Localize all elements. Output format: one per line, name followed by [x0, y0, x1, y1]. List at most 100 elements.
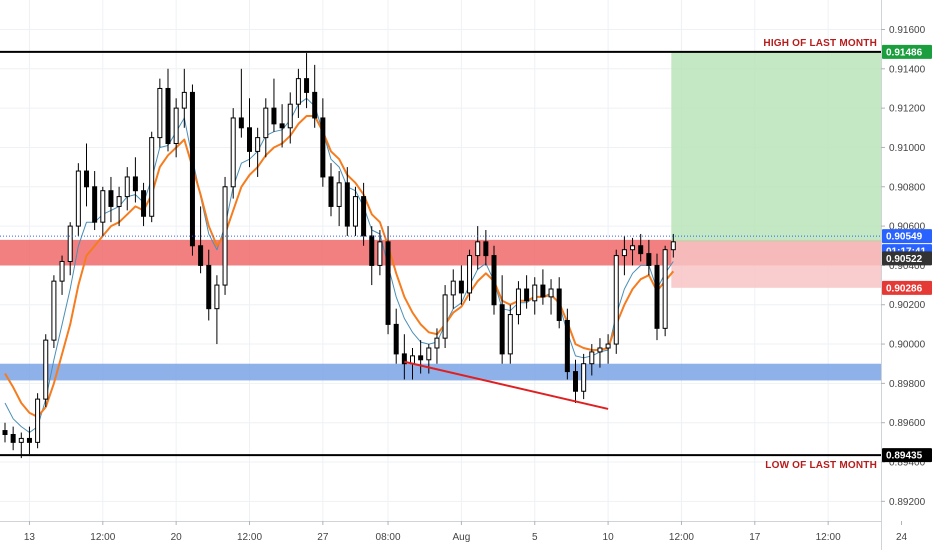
- candle: [206, 249, 212, 321]
- candle-body: [638, 245, 644, 255]
- candle-body: [361, 196, 367, 237]
- candle-body: [613, 255, 619, 345]
- candle: [214, 275, 220, 345]
- candle: [483, 230, 489, 266]
- candle: [189, 84, 195, 256]
- candle-body: [467, 255, 473, 294]
- candle: [141, 182, 147, 227]
- y-tick-label: 0.89400: [889, 458, 926, 469]
- candle: [304, 53, 310, 109]
- last-price-badge-bg: [882, 229, 932, 244]
- candle: [621, 235, 627, 276]
- candles: [2, 53, 676, 459]
- candle: [540, 269, 546, 305]
- candle-body: [165, 87, 171, 145]
- candle: [662, 245, 668, 337]
- candle: [532, 277, 538, 315]
- candle: [149, 131, 155, 223]
- price-zones: [0, 51, 881, 381]
- candle: [100, 186, 106, 236]
- candle: [67, 222, 73, 276]
- stop-price-badge-bg: [882, 280, 932, 295]
- candle-body: [605, 343, 611, 349]
- candle-body: [556, 288, 562, 321]
- candle: [670, 233, 676, 258]
- candle: [507, 304, 513, 364]
- candle: [51, 275, 57, 348]
- candle-body: [59, 260, 65, 282]
- candle: [124, 167, 130, 211]
- trendline: [404, 360, 609, 410]
- x-tick-label: Aug: [453, 532, 471, 543]
- candle: [467, 249, 473, 301]
- candle: [84, 143, 89, 207]
- candle: [638, 233, 644, 262]
- x-tick-label: 12:00: [237, 532, 262, 543]
- candle: [556, 277, 562, 329]
- candle: [271, 78, 277, 132]
- candle-body: [573, 371, 578, 392]
- candle: [499, 275, 505, 364]
- candle: [10, 426, 16, 451]
- candle-body: [336, 182, 342, 207]
- candle: [165, 68, 171, 152]
- candle-body: [597, 347, 603, 353]
- stop-price-badge: 0.90286: [882, 280, 932, 295]
- candle: [230, 108, 236, 199]
- candle: [312, 64, 318, 128]
- candle: [352, 186, 358, 236]
- target-zone: [671, 51, 881, 242]
- high-price-badge: 0.91486: [882, 44, 932, 59]
- candle: [548, 279, 554, 315]
- high-price-badge-bg: [882, 44, 932, 59]
- candle-body: [26, 437, 32, 443]
- candle-body: [352, 196, 358, 227]
- candle-body: [524, 288, 530, 302]
- x-tick-label: 27: [317, 532, 329, 543]
- candle-body: [670, 241, 676, 251]
- candle-body: [401, 353, 407, 365]
- y-tick-label: 0.89600: [889, 418, 926, 429]
- candle-body: [320, 117, 326, 178]
- candle: [238, 68, 244, 138]
- candle-body: [515, 288, 521, 316]
- y-tick-label: 0.90200: [889, 300, 926, 311]
- candle: [116, 186, 122, 227]
- candle-body: [230, 117, 236, 188]
- low-of-last-month-label: LOW OF LAST MONTH: [765, 460, 877, 471]
- candle-body: [238, 117, 244, 129]
- y-tick-label: 0.90000: [889, 340, 926, 351]
- candle-body: [630, 245, 636, 251]
- y-tick-label: 0.91400: [889, 64, 926, 75]
- candle: [255, 127, 261, 177]
- candle: [43, 334, 49, 407]
- candle: [630, 237, 636, 266]
- candle-body: [548, 288, 554, 298]
- candle-body: [189, 91, 195, 247]
- y-tick-label: 0.91000: [889, 143, 926, 154]
- support-zone: [0, 363, 881, 381]
- candle-body: [507, 314, 513, 355]
- candle: [426, 344, 432, 374]
- candle: [564, 308, 570, 380]
- candle-body: [84, 170, 89, 188]
- candle-body: [377, 241, 383, 266]
- candle: [418, 340, 424, 374]
- entry-price-badge-text: 0.90522: [886, 254, 923, 265]
- low-price-badge-text: 0.89435: [886, 451, 923, 462]
- candle-body: [442, 294, 448, 339]
- candle: [181, 68, 187, 128]
- candle-body: [418, 355, 424, 361]
- candle: [320, 98, 326, 187]
- candle: [491, 245, 497, 315]
- low-price-badge-bg: [882, 448, 932, 463]
- candle-body: [149, 137, 155, 217]
- candle: [295, 68, 301, 118]
- candle: [59, 255, 65, 295]
- y-tick-label: 0.91600: [889, 25, 926, 36]
- indicator-lines: [4, 97, 675, 433]
- candle: [132, 157, 138, 203]
- entry-price-badge-bg: [882, 251, 932, 266]
- candle: [328, 163, 334, 217]
